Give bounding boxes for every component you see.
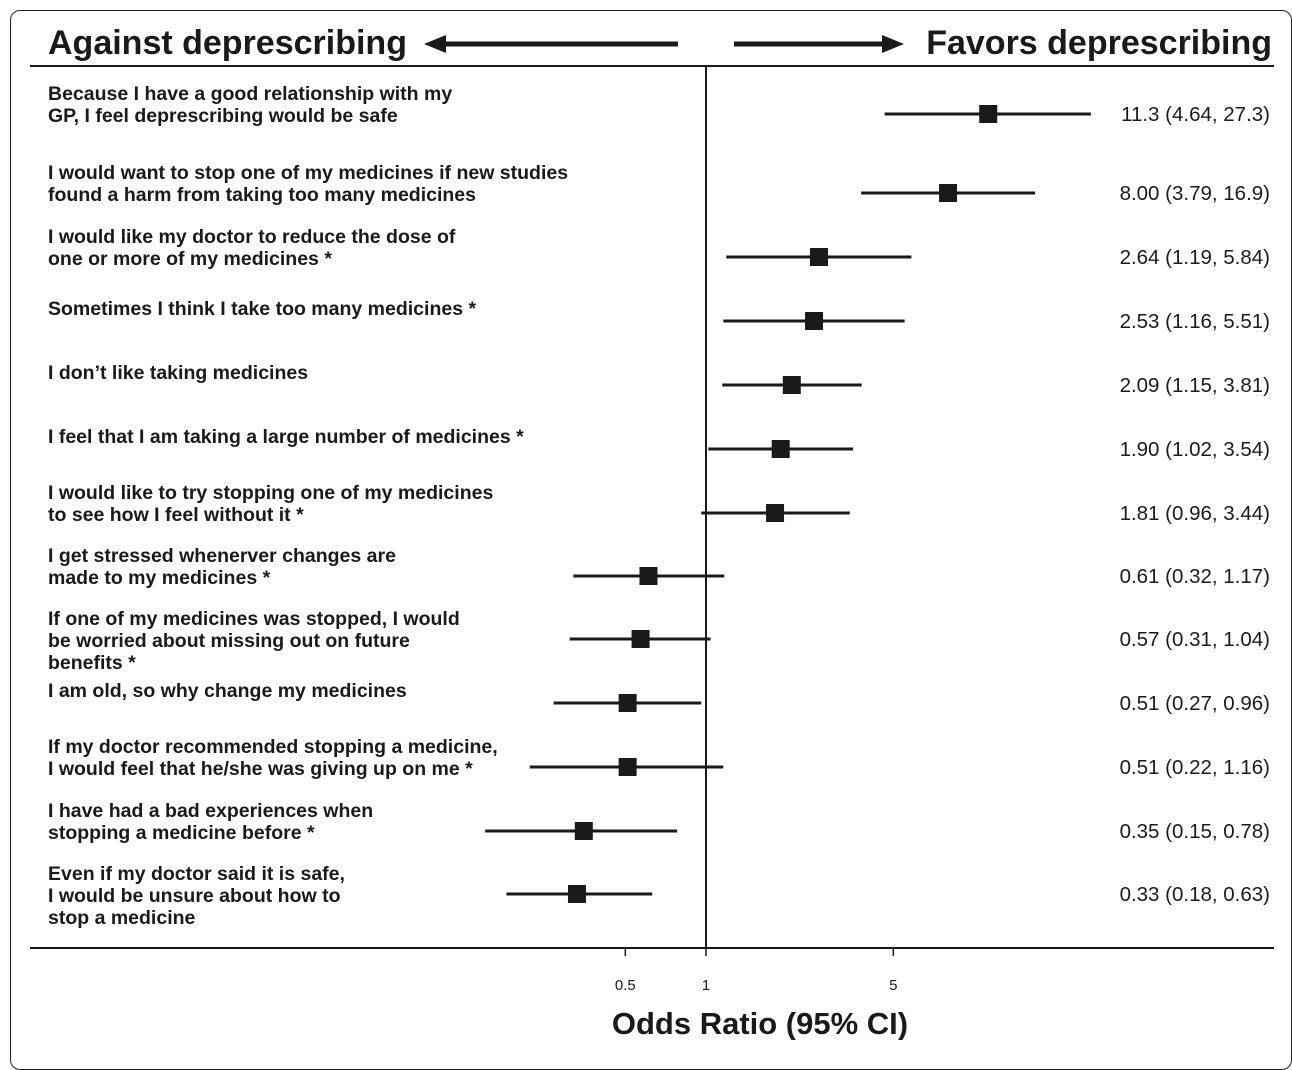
odds-ratio-marker	[979, 105, 998, 123]
forest-row-12: I have had a bad experiences when stoppin…	[48, 800, 1270, 844]
arrow-right-head	[882, 35, 904, 53]
row-label: Because I have a good relationship with …	[48, 83, 452, 127]
row-label: I don’t like taking medicines	[48, 362, 308, 384]
row-value-label: 2.09 (1.15, 3.81)	[1120, 374, 1270, 397]
row-label-line: Because I have a good relationship with …	[48, 83, 452, 105]
forest-row-4: Sometimes I think I take too many medici…	[48, 298, 1270, 333]
row-label-line: If one of my medicines was stopped, I wo…	[48, 608, 460, 630]
row-value-label: 0.51 (0.22, 1.16)	[1120, 756, 1270, 779]
forest-plot: Against deprescribing Favors deprescribi…	[30, 24, 1274, 1040]
row-label-line: made to my medicines *	[48, 567, 271, 589]
row-value-label: 2.53 (1.16, 5.51)	[1120, 310, 1270, 333]
row-value-label: 11.3 (4.64, 27.3)	[1121, 103, 1270, 126]
row-value-label: 0.57 (0.31, 1.04)	[1120, 628, 1270, 651]
row-label: I feel that I am taking a large number o…	[48, 426, 524, 448]
row-label-line: I am old, so why change my medicines	[48, 680, 407, 702]
forest-row-5: I don’t like taking medicines 2.09 (1.15,…	[48, 362, 1270, 397]
row-label: I would like my doctor to reduce the dos…	[48, 226, 456, 270]
row-label-line: to see how I feel without it *	[48, 504, 304, 526]
x-axis-ticks: 0.5 1 5	[615, 948, 897, 994]
row-value-label: 0.51 (0.27, 0.96)	[1120, 692, 1270, 715]
direction-header: Against deprescribing Favors deprescribi…	[30, 24, 1274, 67]
forest-row-1: Because I have a good relationship with …	[48, 83, 1270, 127]
odds-ratio-marker	[766, 504, 785, 522]
forest-rows: Because I have a good relationship with …	[48, 83, 1270, 929]
odds-ratio-marker	[631, 630, 650, 648]
row-label-line: I get stressed whenerver changes are	[48, 545, 396, 567]
forest-row-7: I would like to try stopping one of my m…	[48, 482, 1270, 526]
forest-row-11: If my doctor recommended stopping a medi…	[48, 736, 1270, 780]
row-label-line: I would want to stop one of my medicines…	[48, 162, 568, 184]
row-label-line: I have had a bad experiences when	[48, 800, 373, 822]
row-label-line: one or more of my medicines *	[48, 248, 332, 270]
row-label-line: I don’t like taking medicines	[48, 362, 308, 384]
forest-row-2: I would want to stop one of my medicines…	[48, 162, 1270, 206]
direction-left-label: Against deprescribing	[48, 24, 407, 62]
forest-row-8: I get stressed whenerver changes are made…	[48, 545, 1270, 589]
odds-ratio-marker	[805, 312, 824, 330]
row-label: I would want to stop one of my medicines…	[48, 162, 568, 206]
row-label: If one of my medicines was stopped, I wo…	[48, 608, 460, 674]
x-tick-label: 0.5	[615, 977, 636, 994]
arrow-left-head	[424, 35, 446, 53]
row-label: I get stressed whenerver changes are made…	[48, 545, 396, 589]
row-label: I am old, so why change my medicines	[48, 680, 407, 702]
row-label-line: stopping a medicine before *	[48, 822, 315, 844]
row-label-line: I would feel that he/she was giving up o…	[48, 758, 473, 780]
row-label-line: benefits *	[48, 652, 136, 674]
row-value-label: 1.90 (1.02, 3.54)	[1120, 438, 1270, 461]
forest-row-10: I am old, so why change my medicines 0.51…	[48, 680, 1270, 715]
row-label-line: Sometimes I think I take too many medici…	[48, 298, 476, 320]
x-tick-label: 1	[702, 977, 710, 994]
odds-ratio-marker	[574, 822, 593, 840]
forest-row-3: I would like my doctor to reduce the dos…	[48, 226, 1270, 270]
odds-ratio-marker	[939, 184, 958, 202]
x-axis-title: Odds Ratio (95% CI)	[612, 1006, 908, 1040]
row-label: I would like to try stopping one of my m…	[48, 482, 493, 526]
row-label-line: I feel that I am taking a large number o…	[48, 426, 524, 448]
row-label-line: GP, I feel deprescribing would be safe	[48, 105, 398, 127]
row-label: I have had a bad experiences when stoppin…	[48, 800, 373, 844]
row-label-line: stop a medicine	[48, 907, 196, 929]
direction-right-label: Favors deprescribing	[926, 24, 1272, 62]
odds-ratio-marker	[567, 885, 586, 903]
row-value-label: 0.61 (0.32, 1.17)	[1120, 565, 1270, 588]
odds-ratio-marker	[618, 758, 637, 776]
row-value-label: 0.33 (0.18, 0.63)	[1120, 883, 1270, 906]
row-label: Even if my doctor said it is safe, I woul…	[48, 863, 345, 929]
x-tick-label: 5	[889, 977, 897, 994]
row-label: If my doctor recommended stopping a medi…	[48, 736, 498, 780]
odds-ratio-marker	[782, 376, 801, 394]
row-label: Sometimes I think I take too many medici…	[48, 298, 476, 320]
row-value-label: 1.81 (0.96, 3.44)	[1120, 502, 1270, 525]
forest-row-13: Even if my doctor said it is safe, I woul…	[48, 863, 1270, 929]
odds-ratio-marker	[618, 694, 637, 712]
row-label-line: be worried about missing out on future	[48, 630, 410, 652]
forest-row-6: I feel that I am taking a large number o…	[48, 426, 1270, 461]
row-label-line: If my doctor recommended stopping a medi…	[48, 736, 498, 758]
row-value-label: 0.35 (0.15, 0.78)	[1120, 820, 1270, 843]
forest-row-9: If one of my medicines was stopped, I wo…	[48, 608, 1270, 674]
row-value-label: 8.00 (3.79, 16.9)	[1120, 182, 1270, 205]
row-label-line: I would like my doctor to reduce the dos…	[48, 226, 456, 248]
odds-ratio-marker	[639, 567, 658, 585]
odds-ratio-marker	[809, 248, 828, 266]
row-label-line: I would like to try stopping one of my m…	[48, 482, 493, 504]
odds-ratio-marker	[771, 440, 790, 458]
row-label-line: Even if my doctor said it is safe,	[48, 863, 345, 885]
row-value-label: 2.64 (1.19, 5.84)	[1120, 246, 1270, 269]
row-label-line: I would be unsure about how to	[48, 885, 341, 907]
row-label-line: found a harm from taking too many medici…	[48, 184, 476, 206]
